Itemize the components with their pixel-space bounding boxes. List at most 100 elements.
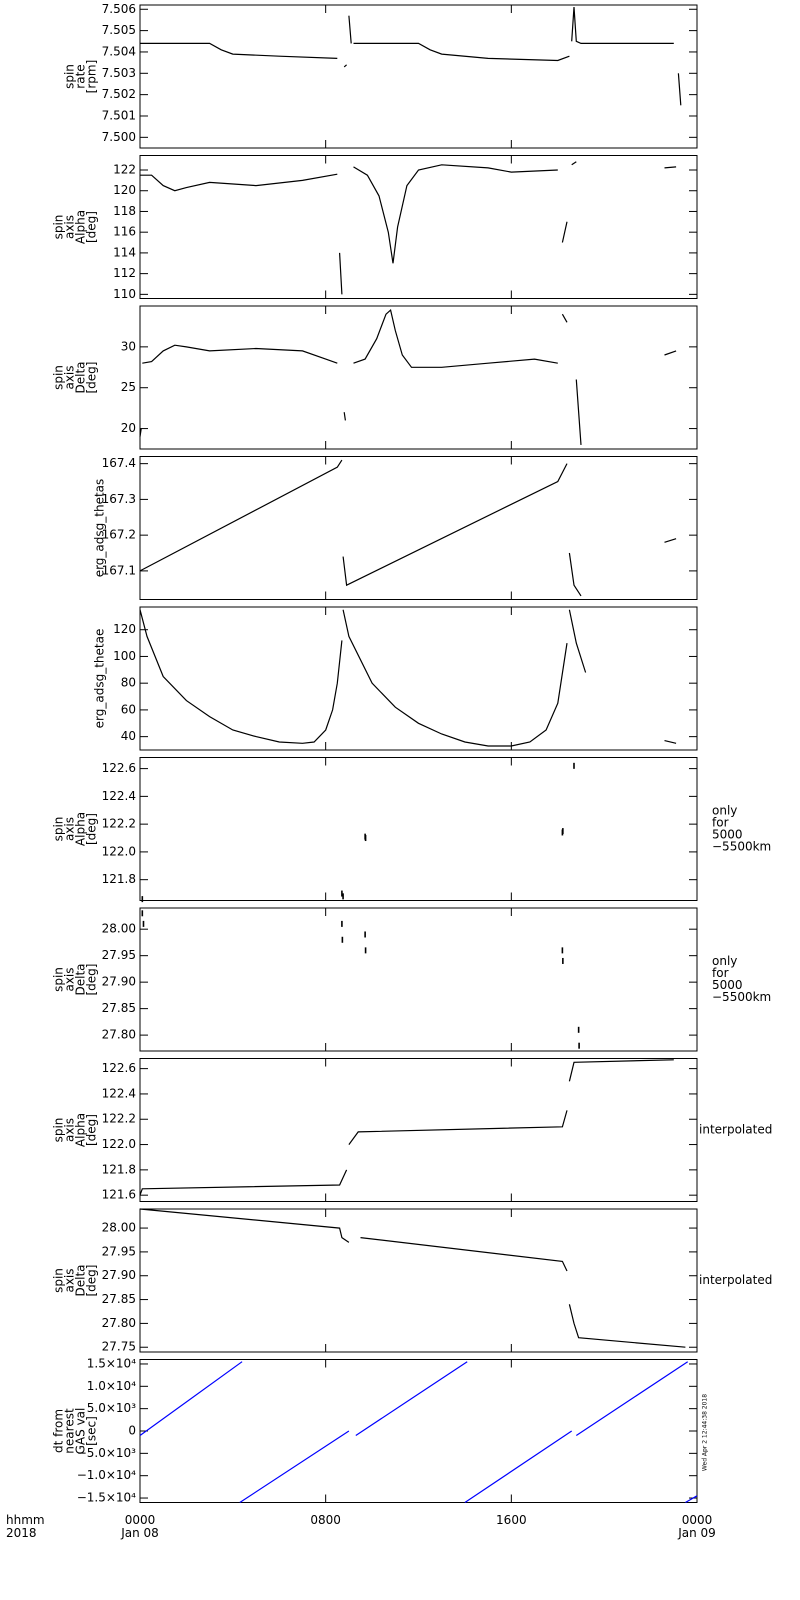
plot-frame (139, 1058, 698, 1202)
y-tick-label: 7.501 (102, 108, 136, 122)
y-tick-label: 7.503 (102, 66, 136, 80)
y-tick-label: 28.00 (102, 922, 136, 936)
y-axis-label: axis (63, 1118, 77, 1142)
y-axis-label: dt from (52, 1409, 66, 1453)
y-axis-label: [deg] (85, 964, 99, 996)
y-tick-label: 116 (113, 225, 136, 239)
y-tick-label: 0 (128, 1424, 136, 1438)
y-tick-label: 122.4 (102, 1086, 136, 1100)
y-tick-label: 122.4 (102, 789, 136, 803)
y-axis-label: [deg] (85, 211, 99, 243)
y-tick-label: 7.505 (102, 23, 136, 37)
side-note: −5500km (712, 990, 771, 1004)
y-tick-label: 122.6 (102, 761, 136, 775)
data-line (139, 459, 677, 597)
y-tick-label: 121.8 (102, 1162, 136, 1176)
y-axis-label: axis (63, 365, 77, 389)
y-axis-label: [sec] (85, 1416, 99, 1446)
plot-frame (139, 305, 698, 450)
plot-frame (139, 155, 698, 299)
x-date-label: Jan 08 (120, 1526, 159, 1540)
y-axis-label: [deg] (85, 1265, 99, 1297)
y-tick-label: 7.502 (102, 87, 136, 101)
y-tick-label: 112 (113, 266, 136, 280)
y-tick-label: 5.0×10³ (87, 1401, 136, 1415)
y-axis-label: spin (52, 817, 66, 842)
y-axis-label: [rpm] (85, 60, 99, 94)
data-point (341, 890, 343, 897)
data-line (140, 7, 682, 106)
y-axis-label: [deg] (85, 362, 99, 394)
y-axis-label: axis (63, 215, 77, 239)
y-axis-label: spin (63, 64, 77, 89)
y-tick-label: 114 (113, 245, 136, 259)
data-line (140, 161, 677, 295)
y-axis-label: spin (52, 1268, 66, 1293)
y-axis-label: rate (74, 64, 88, 88)
y-tick-label: 122.2 (102, 1112, 136, 1126)
y-tick-label: 27.75 (102, 1340, 136, 1354)
y-axis-label: GAS val (74, 1408, 88, 1455)
plot-frame (139, 456, 698, 600)
y-tick-label: −1.5×10⁴ (77, 1491, 136, 1505)
data-point (142, 920, 145, 927)
y-tick-label: 80 (121, 676, 136, 690)
y-axis-label: erg_adsg_thetas (93, 479, 107, 578)
y-tick-label: 120 (113, 622, 136, 636)
y-tick-label: 122 (113, 163, 136, 177)
data-line (139, 308, 677, 445)
plot-frame (139, 1208, 698, 1353)
side-note: only (712, 804, 737, 818)
side-note: 5000 (712, 828, 743, 842)
data-point (562, 957, 564, 964)
x-date-label: Jan 09 (677, 1526, 716, 1540)
side-note: −5500km (712, 840, 771, 854)
side-note: for (712, 966, 729, 980)
y-tick-label: 40 (121, 729, 136, 743)
y-axis-label: Delta (74, 963, 88, 995)
y-axis-label: [deg] (85, 813, 99, 845)
y-axis-label: Delta (74, 1264, 88, 1296)
data-point (342, 893, 344, 900)
y-tick-label: 122.6 (102, 1061, 136, 1075)
y-tick-label: 167.2 (102, 528, 136, 542)
y-tick-label: 1.0×10⁴ (87, 1379, 136, 1393)
y-tick-label: 27.85 (102, 1001, 136, 1015)
y-axis-label: erg_adsg_thetae (93, 629, 107, 729)
data-point (578, 1042, 580, 1049)
y-axis-label: axis (63, 967, 77, 991)
y-axis-label: spin (52, 365, 66, 390)
plot-frame (139, 4, 698, 149)
y-axis-label: spin (52, 1118, 66, 1143)
y-tick-label: 25 (121, 380, 136, 394)
data-point (562, 828, 564, 835)
y-tick-label: 27.85 (102, 1292, 136, 1306)
y-tick-label: 167.4 (102, 456, 136, 470)
y-axis-label: spin (52, 967, 66, 992)
y-tick-label: 7.506 (102, 2, 136, 16)
data-point (573, 762, 575, 769)
side-note: 5000 (712, 978, 743, 992)
y-tick-label: 27.80 (102, 1316, 136, 1330)
y-tick-label: 28.00 (102, 1221, 136, 1235)
y-tick-label: 121.8 (102, 872, 136, 886)
x-corner-label: 2018 (6, 1526, 37, 1540)
side-note: interpolated (699, 1273, 772, 1287)
data-point (364, 931, 366, 938)
y-tick-label: 30 (121, 339, 136, 353)
y-tick-label: 7.500 (102, 130, 136, 144)
data-point (561, 947, 564, 954)
y-axis-label: axis (63, 817, 77, 841)
y-axis-label: Alpha (74, 812, 88, 846)
data-point (341, 936, 344, 943)
side-note: for (712, 816, 729, 830)
y-tick-label: 122.0 (102, 844, 136, 858)
y-tick-label: −5.0×10³ (77, 1446, 136, 1460)
x-corner-label: hhmm (6, 1513, 45, 1527)
y-tick-label: 20 (121, 421, 136, 435)
data-line (139, 609, 677, 747)
plot-frame (139, 606, 698, 751)
x-tick-label: 1600 (496, 1513, 527, 1527)
data-line (139, 1361, 698, 1504)
